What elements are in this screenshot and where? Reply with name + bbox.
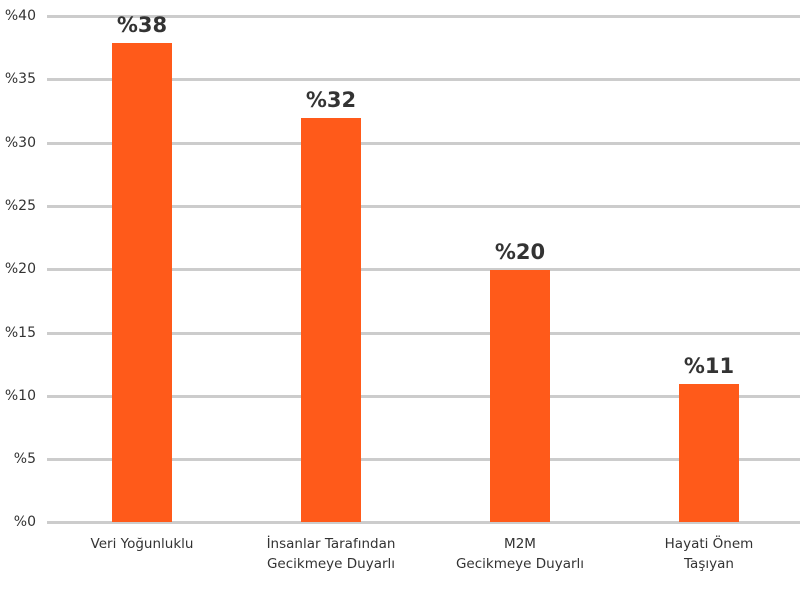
gridline-35 [47,78,800,81]
gridline-10 [47,395,800,398]
gridline-20 [47,268,800,271]
x-label-line1: M2M [504,536,536,552]
y-tick-label: %10 [4,388,36,404]
y-tick-label: %15 [4,325,36,341]
x-label-line2: Gecikmeye Duyarlı [455,556,585,572]
y-tick-label: %5 [13,451,36,467]
gridline-5 [47,458,800,461]
x-axis-label: İnsanlar Tarafından Gecikmeye Duyarlı [241,534,421,574]
x-label-line2: Gecikmeye Duyarlı [266,556,396,572]
y-tick-label: %20 [4,261,36,277]
x-axis-label: Hayati Önem Taşıyan [619,534,799,574]
gridline-15 [47,332,800,335]
gridline-30 [47,142,800,145]
value-label: %11 [683,354,735,378]
y-tick-label: %0 [13,514,36,530]
gridline-40 [47,15,800,18]
x-label-line1: Veri Yoğunluklu [90,536,194,552]
gridline-25 [47,205,800,208]
x-axis-label: Veri Yoğunluklu [52,534,232,554]
bar-insanlar-gecikmeye-duyarli [301,118,361,522]
gridline-0 [47,521,800,524]
y-tick-label: %35 [4,71,36,87]
value-label: %20 [494,240,546,264]
x-label-line2: Taşıyan [684,556,734,572]
x-label-line1: Hayati Önem [664,536,754,552]
bar-veri-yogunluklu [112,43,172,522]
x-label-line1: İnsanlar Tarafından [266,536,396,552]
y-tick-label: %25 [4,198,36,214]
x-axis-label: M2M Gecikmeye Duyarlı [430,534,610,574]
value-label: %38 [116,13,168,37]
bar-m2m-gecikmeye-duyarli [490,270,550,522]
y-tick-label: %40 [4,8,36,24]
value-label: %32 [305,88,357,112]
bar-hayati-onem-tasiyan [679,384,739,522]
y-tick-label: %30 [4,135,36,151]
